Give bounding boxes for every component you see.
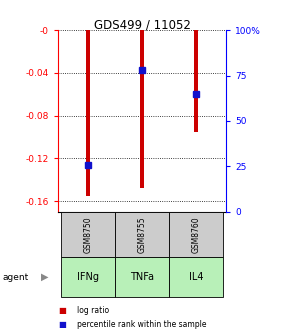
Text: ■: ■ xyxy=(58,320,66,329)
Text: IFNg: IFNg xyxy=(77,272,99,282)
Text: agent: agent xyxy=(3,273,29,282)
Bar xyxy=(169,212,224,257)
Bar xyxy=(61,212,115,257)
Text: ■: ■ xyxy=(58,306,66,315)
Text: percentile rank within the sample: percentile rank within the sample xyxy=(77,320,206,329)
Text: TNFa: TNFa xyxy=(130,272,154,282)
Text: GSM8760: GSM8760 xyxy=(192,216,201,253)
Bar xyxy=(115,212,169,257)
Text: IL4: IL4 xyxy=(189,272,204,282)
Bar xyxy=(169,257,224,297)
Bar xyxy=(140,30,144,188)
Text: ▶: ▶ xyxy=(41,272,49,282)
Text: GSM8750: GSM8750 xyxy=(83,216,92,253)
Bar xyxy=(61,257,115,297)
Bar xyxy=(115,257,169,297)
Text: GDS499 / 11052: GDS499 / 11052 xyxy=(94,18,191,32)
Bar xyxy=(195,30,198,132)
Text: log ratio: log ratio xyxy=(77,306,109,315)
Text: GSM8755: GSM8755 xyxy=(137,216,147,253)
Bar xyxy=(86,30,90,196)
